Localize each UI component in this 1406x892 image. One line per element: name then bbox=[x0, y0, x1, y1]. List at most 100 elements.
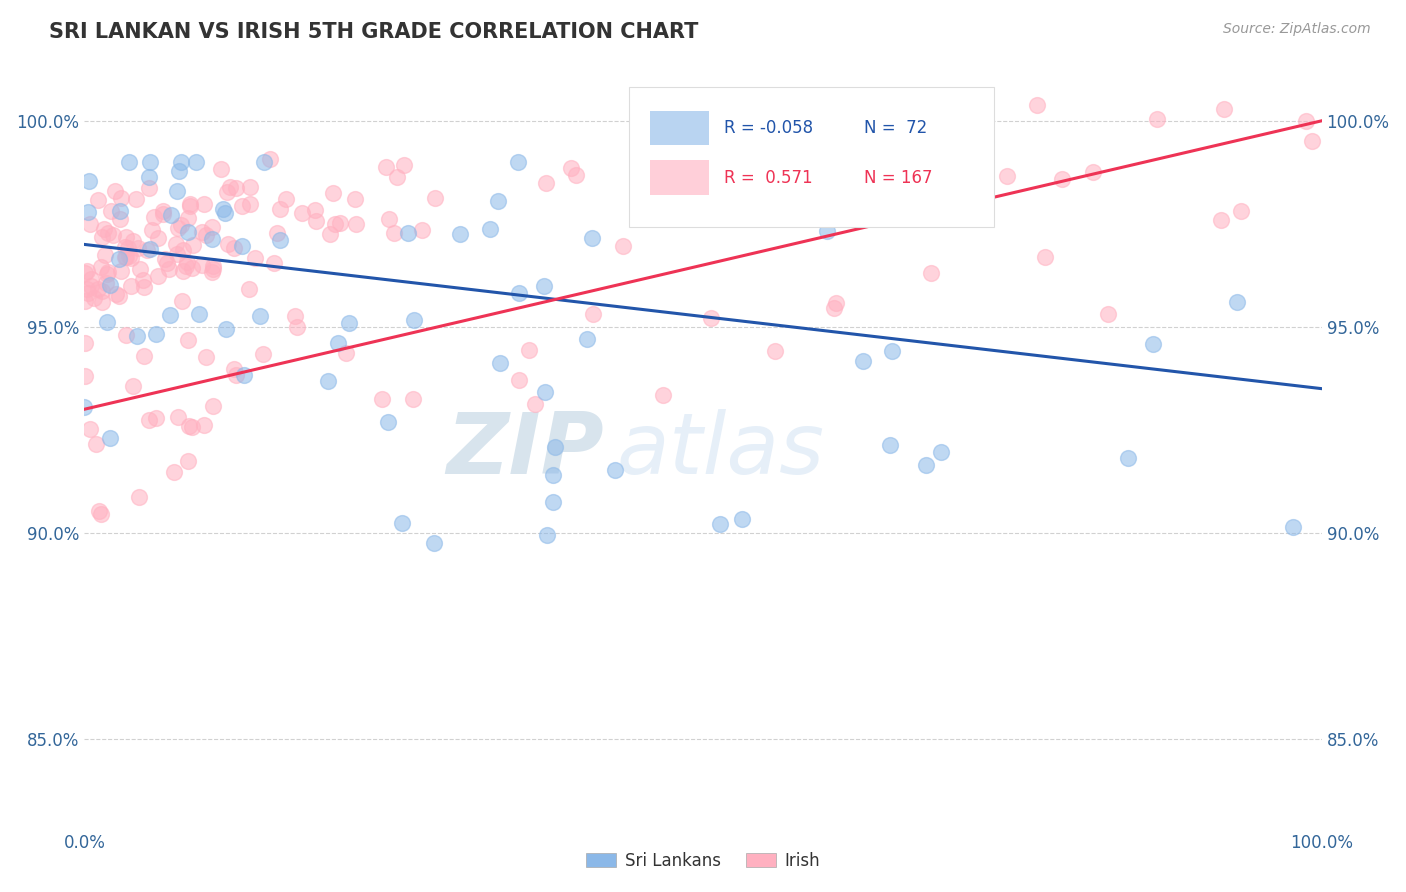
Legend: Sri Lankans, Irish: Sri Lankans, Irish bbox=[581, 847, 825, 875]
Point bbox=[731, 511, 754, 525]
Point bbox=[160, 208, 183, 222]
Point bbox=[283, 309, 305, 323]
Point bbox=[378, 211, 401, 226]
Point bbox=[995, 169, 1018, 183]
Point bbox=[1282, 519, 1305, 533]
Point bbox=[76, 282, 98, 296]
Point bbox=[167, 410, 190, 425]
Point bbox=[304, 213, 326, 227]
Point bbox=[139, 242, 162, 256]
Point bbox=[110, 191, 132, 205]
Point bbox=[929, 445, 952, 459]
Point bbox=[127, 241, 149, 255]
Point bbox=[98, 431, 121, 445]
Point bbox=[96, 315, 118, 329]
Point bbox=[104, 184, 127, 198]
Point bbox=[172, 293, 194, 308]
Point bbox=[285, 319, 308, 334]
Point bbox=[76, 286, 98, 301]
Point bbox=[402, 392, 425, 407]
Point bbox=[170, 155, 193, 169]
Point bbox=[101, 228, 124, 243]
Point bbox=[108, 212, 131, 227]
Point bbox=[96, 267, 118, 281]
Point bbox=[565, 168, 588, 182]
Point bbox=[779, 173, 801, 187]
Point bbox=[1097, 307, 1119, 321]
Point bbox=[195, 227, 218, 242]
Point bbox=[377, 415, 399, 429]
Point bbox=[87, 194, 110, 208]
Point bbox=[882, 343, 904, 358]
Point bbox=[193, 417, 215, 432]
Point bbox=[75, 336, 97, 351]
Point bbox=[212, 202, 235, 216]
Point bbox=[138, 413, 160, 427]
Point bbox=[96, 277, 118, 291]
Point bbox=[263, 256, 285, 270]
Point bbox=[172, 264, 194, 278]
Point bbox=[94, 248, 117, 262]
Point bbox=[396, 226, 419, 240]
Point bbox=[581, 231, 603, 245]
Point bbox=[560, 161, 582, 175]
Point bbox=[177, 226, 200, 240]
Point bbox=[544, 440, 567, 454]
Point bbox=[172, 243, 194, 257]
Point bbox=[209, 161, 232, 176]
Point bbox=[87, 503, 110, 517]
Point bbox=[1230, 203, 1253, 218]
Point bbox=[1146, 112, 1168, 126]
Point bbox=[145, 411, 167, 425]
Point bbox=[76, 204, 98, 219]
Point bbox=[152, 203, 174, 218]
Point bbox=[79, 422, 101, 436]
Point bbox=[214, 206, 236, 220]
Point bbox=[651, 388, 673, 402]
Point bbox=[252, 346, 274, 360]
Point bbox=[269, 202, 291, 216]
Point bbox=[127, 329, 149, 343]
Point bbox=[201, 220, 224, 235]
Point bbox=[177, 334, 200, 348]
Point bbox=[948, 155, 970, 169]
Point bbox=[690, 201, 713, 215]
Point bbox=[136, 244, 159, 258]
Point bbox=[100, 203, 122, 218]
Point bbox=[920, 265, 942, 279]
Point bbox=[269, 233, 291, 247]
Point bbox=[423, 535, 446, 549]
Point bbox=[249, 310, 271, 324]
Point bbox=[231, 238, 253, 252]
Point bbox=[225, 180, 247, 194]
Text: R =  0.571: R = 0.571 bbox=[724, 169, 813, 186]
Point bbox=[167, 164, 190, 178]
Point bbox=[952, 211, 974, 225]
Point bbox=[180, 261, 202, 276]
Point bbox=[582, 307, 605, 321]
Point bbox=[371, 392, 394, 406]
Point bbox=[222, 241, 245, 255]
Point bbox=[90, 284, 112, 298]
Point bbox=[76, 264, 98, 278]
Point bbox=[90, 260, 112, 275]
Text: N =  72: N = 72 bbox=[863, 120, 927, 137]
Point bbox=[152, 207, 174, 221]
Point bbox=[138, 181, 160, 195]
Point bbox=[508, 286, 530, 301]
Point bbox=[163, 465, 186, 479]
Text: atlas: atlas bbox=[616, 409, 824, 492]
Point bbox=[486, 194, 509, 208]
Point bbox=[93, 222, 115, 236]
Point bbox=[238, 282, 260, 296]
Point bbox=[110, 264, 132, 278]
Point bbox=[489, 356, 512, 370]
Point bbox=[79, 272, 101, 286]
Point bbox=[337, 316, 360, 330]
Point bbox=[222, 361, 245, 376]
Point bbox=[100, 278, 122, 293]
Point bbox=[304, 202, 326, 217]
Point bbox=[166, 184, 188, 198]
Point bbox=[908, 204, 931, 219]
Point bbox=[534, 384, 557, 399]
